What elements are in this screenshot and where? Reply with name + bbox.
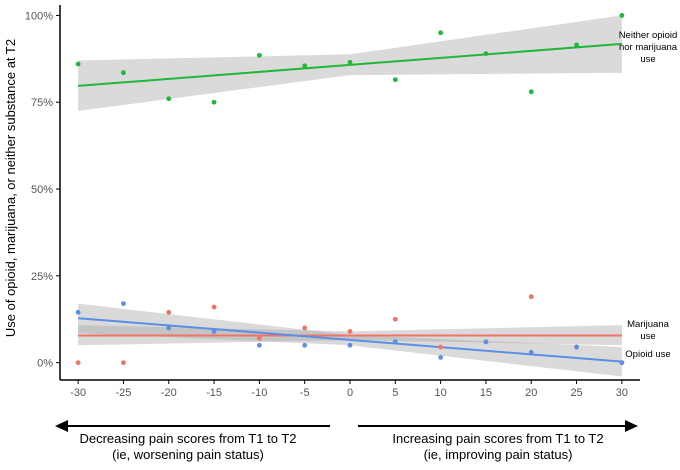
confidence-bands [78, 15, 622, 377]
point-opioid-use [256, 342, 262, 348]
point-opioid-use [75, 309, 81, 315]
x-tick-label: -20 [161, 387, 177, 399]
point-neither-opioid-nor-marijuana-use [75, 61, 81, 67]
series-label-marijuana-use: use [640, 331, 655, 342]
point-neither-opioid-nor-marijuana-use [347, 59, 353, 65]
point-marijuana-use [211, 304, 217, 310]
point-marijuana-use [302, 325, 308, 331]
right-arrow-head [625, 420, 638, 432]
point-neither-opioid-nor-marijuana-use [483, 51, 489, 57]
x-tick-label: -5 [300, 387, 310, 399]
y-tick-label: 25% [31, 271, 53, 283]
point-opioid-use [347, 342, 353, 348]
point-neither-opioid-nor-marijuana-use [256, 52, 262, 58]
x-tick-label: 5 [392, 387, 398, 399]
point-opioid-use [438, 355, 444, 360]
direction-annotations: Decreasing pain scores from T1 to T2 (ie… [55, 420, 638, 462]
point-marijuana-use [75, 360, 81, 366]
point-marijuana-use [438, 344, 444, 350]
point-neither-opioid-nor-marijuana-use [302, 63, 308, 69]
left-arrow-label-line-2: (ie, worsening pain status) [112, 447, 264, 462]
left-arrow-head [55, 420, 68, 432]
x-tick-label: 15 [480, 387, 492, 399]
point-opioid-use [302, 342, 308, 348]
data-points [75, 13, 625, 366]
point-opioid-use [528, 349, 534, 355]
x-tick-label: 0 [347, 387, 353, 399]
y-tick-label: 0% [37, 358, 53, 370]
point-neither-opioid-nor-marijuana-use [619, 13, 625, 18]
series-label-neither-opioid-nor-marijuana-use: Neither opioid [619, 30, 678, 41]
y-tick-label: 75% [31, 97, 53, 109]
series-label-neither-opioid-nor-marijuana-use: nor marijuana [619, 42, 678, 53]
right-arrow-label-line-1: Increasing pain scores from T1 to T2 [392, 431, 603, 446]
x-tick-label: -10 [251, 387, 267, 399]
trend-line-neither-opioid-nor-marijuana-use [78, 42, 622, 87]
point-neither-opioid-nor-marijuana-use [166, 96, 172, 102]
tick-marks: -30 -25 -20 -15 -10 -5 0 5 10 15 20 25 30 0% 25% 50% 75%… [25, 10, 628, 399]
point-opioid-use [211, 328, 217, 334]
point-marijuana-use [121, 360, 126, 366]
point-marijuana-use [166, 309, 172, 315]
x-tick-label: -30 [70, 387, 86, 399]
right-arrow-label-line-2: (ie, improving pain status) [424, 447, 573, 462]
point-marijuana-use [528, 294, 534, 300]
left-arrow-label-line-1: Decreasing pain scores from T1 to T2 [79, 431, 296, 446]
point-neither-opioid-nor-marijuana-use [211, 99, 217, 105]
point-opioid-use [392, 339, 398, 345]
y-tick-label: 50% [31, 184, 53, 196]
point-marijuana-use [392, 316, 398, 322]
series-label-marijuana-use: Marijuana [627, 319, 669, 330]
x-tick-label: 10 [435, 387, 447, 399]
y-tick-label: 100% [25, 10, 53, 22]
x-tick-label: 30 [616, 387, 628, 399]
point-opioid-use [574, 344, 579, 350]
point-opioid-use [166, 325, 172, 331]
point-opioid-use [619, 360, 625, 366]
point-neither-opioid-nor-marijuana-use [392, 77, 398, 83]
x-tick-label: -25 [115, 387, 131, 399]
point-neither-opioid-nor-marijuana-use [574, 42, 579, 48]
x-tick-label: -15 [206, 387, 222, 399]
x-tick-label: 20 [525, 387, 537, 399]
point-neither-opioid-nor-marijuana-use [121, 70, 126, 76]
point-neither-opioid-nor-marijuana-use [528, 89, 534, 95]
point-opioid-use [483, 339, 489, 345]
y-axis-title: Use of opioid, marijuana, or neither sub… [3, 39, 18, 337]
point-marijuana-use [347, 328, 353, 334]
series-label-opioid-use: Opioid use [625, 349, 670, 360]
point-opioid-use [121, 301, 126, 307]
x-tick-label: 25 [570, 387, 582, 399]
point-marijuana-use [256, 335, 262, 341]
series-label-neither-opioid-nor-marijuana-use: use [640, 54, 655, 65]
point-neither-opioid-nor-marijuana-use [438, 30, 444, 36]
